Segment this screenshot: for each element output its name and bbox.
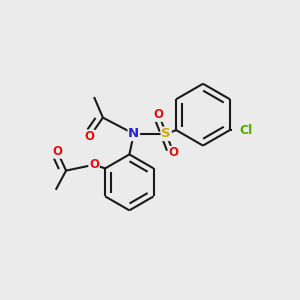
Text: O: O: [154, 108, 164, 121]
Text: S: S: [161, 127, 171, 140]
Text: N: N: [128, 127, 140, 140]
Text: Cl: Cl: [239, 124, 253, 136]
Text: O: O: [52, 145, 62, 158]
Text: O: O: [85, 130, 94, 143]
Text: O: O: [169, 146, 178, 159]
Text: O: O: [89, 158, 99, 171]
